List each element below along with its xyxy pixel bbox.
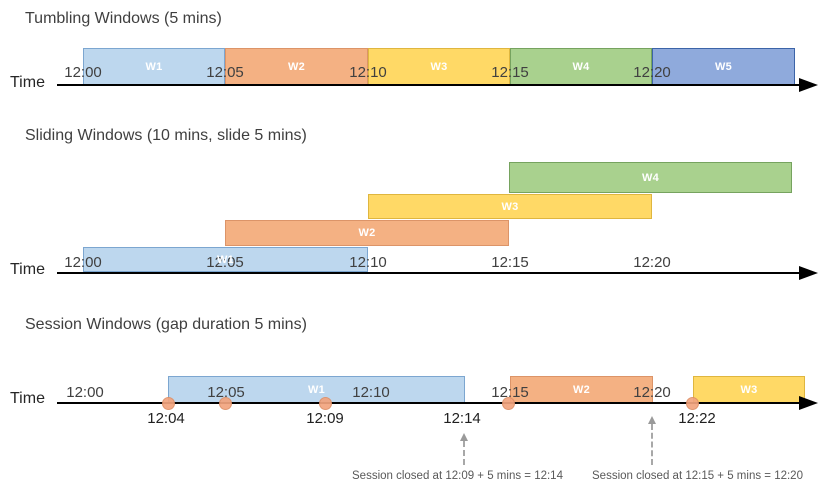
window-label: W2 xyxy=(572,383,591,396)
time-axis-line xyxy=(57,272,799,274)
window-box-w4 xyxy=(510,48,652,85)
window-box-w1 xyxy=(168,376,465,403)
annotation-text: Session closed at 12:15 + 5 mins = 12:20 xyxy=(592,470,803,482)
window-label: W1 xyxy=(145,60,163,73)
section-title: Sliding Windows (10 mins, slide 5 mins) xyxy=(25,127,307,144)
window-label: W1 xyxy=(216,253,235,266)
event-time-label: 12:04 xyxy=(147,410,185,427)
window-label: W3 xyxy=(740,383,758,396)
axis-tick-label: 12:05 xyxy=(206,254,244,271)
axis-tick-label: 12:20 xyxy=(633,64,671,81)
axis-tick-label: 12:15 xyxy=(491,254,529,271)
axis-tick-label: 12:10 xyxy=(349,64,387,81)
axis-tick-label: 12:15 xyxy=(491,64,529,81)
event-dot xyxy=(501,396,515,410)
annotation-text: Session closed at 12:09 + 5 mins = 12:14 xyxy=(352,470,563,482)
event-time-label: 12:22 xyxy=(678,410,716,427)
section-title: Session Windows (gap duration 5 mins) xyxy=(25,316,307,333)
closure-arrow-line xyxy=(463,441,465,465)
axis-tick-label: 12:00 xyxy=(64,64,102,81)
window-label: W2 xyxy=(358,227,376,239)
event-time-label: 12:09 xyxy=(306,410,344,427)
event-dot xyxy=(685,396,699,410)
axis-tick-label: 12:10 xyxy=(352,384,390,401)
window-box-w2 xyxy=(225,220,509,246)
window-box-w3 xyxy=(368,48,510,85)
time-axis-label: Time xyxy=(10,74,45,91)
window-label: W4 xyxy=(641,171,660,184)
axis-tick-label: 12:15 xyxy=(491,384,529,401)
section-title: Tumbling Windows (5 mins) xyxy=(25,10,222,27)
event-time-label: 12:14 xyxy=(443,410,481,427)
axis-arrowhead-icon xyxy=(799,266,818,280)
window-label: W1 xyxy=(307,383,326,396)
event-dot xyxy=(218,396,232,410)
axis-arrowhead-icon xyxy=(799,78,818,92)
axis-tick-label: 12:05 xyxy=(207,384,245,401)
window-label: W2 xyxy=(287,60,306,73)
window-label: W4 xyxy=(572,60,590,73)
axis-tick-label: 12:20 xyxy=(633,384,671,401)
closure-arrow-icon xyxy=(459,433,468,441)
window-label: W3 xyxy=(501,200,519,213)
time-axis-line xyxy=(57,402,799,404)
closure-arrow-line xyxy=(651,424,653,465)
event-dot xyxy=(161,396,175,410)
time-axis-line xyxy=(57,84,799,86)
window-box-w1 xyxy=(83,247,368,272)
closure-arrow-icon xyxy=(647,416,656,424)
window-box-w2 xyxy=(510,376,653,403)
event-dot xyxy=(318,396,332,410)
window-box-w1 xyxy=(83,48,225,85)
window-label: W5 xyxy=(714,60,733,73)
axis-tick-label: 12:20 xyxy=(633,254,671,271)
window-box-w3 xyxy=(368,194,652,219)
axis-arrowhead-icon xyxy=(799,396,818,410)
axis-tick-label: 12:10 xyxy=(349,254,387,271)
axis-tick-label: 12:00 xyxy=(64,254,102,271)
time-axis-label: Time xyxy=(10,261,45,278)
axis-tick-label: 12:00 xyxy=(66,384,104,401)
window-label: W3 xyxy=(430,60,448,73)
window-box-w3 xyxy=(693,376,805,403)
axis-tick-label: 12:05 xyxy=(206,64,244,81)
time-axis-label: Time xyxy=(10,390,45,407)
window-box-w5 xyxy=(652,48,795,85)
window-box-w4 xyxy=(509,162,792,193)
window-box-w2 xyxy=(225,48,368,85)
